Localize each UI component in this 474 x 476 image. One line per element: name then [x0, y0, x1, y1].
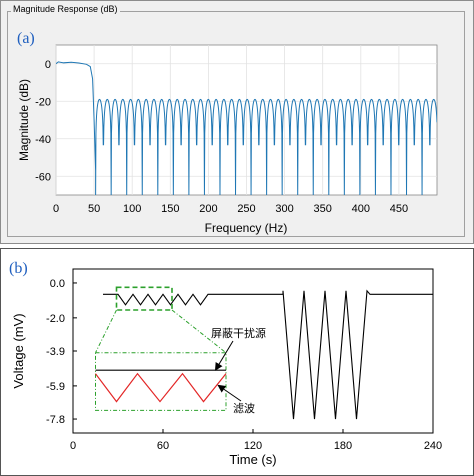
x-axis-label-a: Frequency (Hz): [205, 221, 288, 235]
voltage-trace: [103, 289, 433, 420]
zoom-inset-box: [95, 352, 227, 411]
annotation-arrows: [214, 340, 242, 402]
x-tick-label: 120: [244, 440, 262, 452]
x-tick-label: 240: [424, 440, 442, 452]
panel-a: Magnitude Response (dB) (a) 0 50 100 150 200…: [0, 0, 474, 244]
x-tick-label: 350: [314, 203, 332, 215]
x-tick-label: 0: [70, 440, 76, 452]
annotation-interference: 屏蔽干扰源: [211, 326, 266, 340]
annotation-filtered: 滤波: [233, 402, 255, 415]
x-tick-label: 180: [334, 440, 352, 452]
x-tick-label: 0: [53, 203, 59, 215]
voltage-time-chart: (b) 0 60 120 180 240 0.0 -2.0 -3.9 -5.9 -7.8 Tim…: [9, 260, 442, 467]
panel-label-b: (b): [9, 260, 28, 277]
y-tick-label: -40: [35, 134, 51, 146]
inset-filtered-trace: [95, 372, 227, 403]
y-ticks-b: 0.0 -2.0 -3.9 -5.9 -7.8: [46, 278, 77, 426]
y-tick-label: -20: [35, 96, 51, 108]
arrow-to-signal: [214, 340, 234, 371]
zoom-connector-right: [171, 309, 227, 354]
y-ticks-a: 0 -20 -40 -60: [35, 59, 51, 184]
y-tick-label: -7.8: [46, 414, 65, 426]
x-tick-label: 60: [157, 440, 169, 452]
x-ticks-b: 0 60 120 180 240: [70, 429, 442, 452]
magnitude-response-line: [56, 61, 437, 195]
zoom-region-box: [115, 286, 173, 311]
y-tick-label: -2.0: [46, 313, 65, 325]
x-tick-label: 300: [275, 203, 293, 215]
window-title: Magnitude Response (dB): [11, 4, 120, 14]
series-b: [103, 289, 433, 420]
figure-window: [7, 11, 465, 237]
y-axis-label-b: Voltage (mV): [11, 313, 26, 388]
y-tick-label: 0: [45, 59, 51, 71]
y-tick-label: -3.9: [46, 346, 65, 358]
y-tick-label: 0.0: [50, 278, 65, 290]
x-tick-label: 200: [199, 203, 217, 215]
panel-b: (b) 0 60 120 180 240 0.0 -2.0 -3.9 -5.9 -7.8 Tim…: [0, 248, 474, 476]
x-tick-label: 400: [352, 203, 370, 215]
x-axis-label-b: Time (s): [229, 452, 276, 467]
y-axis-label-a: Magnitude (dB): [17, 79, 31, 161]
panel-label-a: (a): [17, 30, 35, 47]
y-tick-label: -60: [35, 171, 51, 183]
y-tick-label: -5.9: [46, 381, 65, 393]
x-tick-label: 150: [161, 203, 179, 215]
zoom-connector-left: [95, 309, 117, 353]
x-tick-label: 250: [237, 203, 255, 215]
x-ticks-a: 0 50 100 150 200 250 300 350 400 450: [53, 203, 408, 215]
magnitude-response-chart: (a) 0 50 100 150 200 250 300 350 400 450 0 -20 -40 -…: [17, 30, 438, 235]
grid-a: [55, 45, 437, 195]
arrow-to-filtered: [217, 384, 242, 402]
zoom-inset: [95, 286, 227, 411]
x-tick-label: 50: [88, 203, 100, 215]
x-tick-label: 450: [390, 203, 408, 215]
series-a: [56, 61, 437, 195]
x-tick-label: 100: [123, 203, 141, 215]
